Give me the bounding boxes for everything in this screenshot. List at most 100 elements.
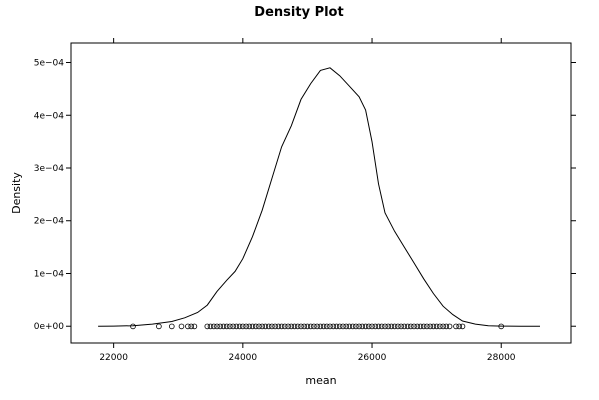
- rug-point: [407, 323, 414, 330]
- rug-point: [411, 323, 417, 330]
- rug-points: [130, 323, 505, 330]
- rug-point: [298, 323, 304, 330]
- rug-point: [314, 323, 320, 330]
- rug-point: [349, 323, 356, 330]
- rug-point: [236, 323, 243, 330]
- rug-point: [398, 323, 404, 330]
- rug-point: [382, 323, 388, 330]
- rug-point: [265, 323, 272, 330]
- rug-point: [311, 323, 317, 330]
- chart-title: Density Plot: [254, 5, 343, 20]
- rug-point: [353, 323, 359, 330]
- rug-point: [278, 323, 285, 330]
- rug-point: [420, 323, 427, 330]
- rug-point: [385, 323, 392, 330]
- rug-point: [307, 323, 314, 330]
- rug-point: [336, 323, 343, 330]
- rug-point: [285, 323, 291, 330]
- rug-point: [430, 323, 437, 330]
- rug-point: [191, 323, 198, 330]
- rug-point: [330, 323, 337, 330]
- rug-point: [214, 323, 220, 330]
- rug-point: [301, 323, 308, 330]
- rug-point: [327, 323, 333, 330]
- rug-point: [456, 323, 463, 330]
- y-tick-label: 5e−04: [34, 59, 65, 69]
- rug-point: [417, 323, 424, 330]
- rug-point: [375, 323, 382, 330]
- rug-point: [178, 323, 185, 330]
- rug-point: [249, 323, 256, 330]
- rug-point: [223, 323, 230, 330]
- rug-point: [169, 323, 175, 330]
- rug-point: [304, 323, 311, 330]
- rug-point: [433, 323, 440, 330]
- rug-point: [269, 323, 275, 330]
- rug-point: [217, 323, 224, 330]
- rug-point: [227, 323, 233, 330]
- rug-point: [333, 323, 340, 330]
- rug-point: [256, 323, 262, 330]
- rug-point: [211, 323, 217, 330]
- rug-point: [440, 323, 446, 330]
- density-line: [98, 67, 540, 327]
- rug-point: [427, 323, 434, 330]
- x-tick-label: 22000: [99, 353, 128, 363]
- y-tick-label: 2e−04: [34, 217, 65, 227]
- rug-point: [369, 323, 375, 330]
- rug-point: [320, 323, 327, 330]
- rug-point: [233, 323, 240, 330]
- rug-point: [185, 323, 191, 330]
- plot-frame: [70, 42, 572, 344]
- x-axis-label: mean: [305, 374, 336, 387]
- rug-point: [262, 323, 269, 330]
- rug-point: [343, 323, 350, 330]
- rug-point: [253, 323, 259, 330]
- rug-point: [207, 323, 214, 330]
- rug-point: [414, 323, 421, 330]
- rug-point: [130, 323, 136, 330]
- rug-point: [230, 323, 236, 330]
- rug-point: [272, 323, 278, 330]
- rug-point: [388, 323, 395, 330]
- rug-point: [498, 323, 505, 330]
- series-layer: [98, 67, 540, 327]
- x-tick-label: 24000: [229, 353, 258, 363]
- rug-point: [391, 323, 398, 330]
- rug-point: [288, 323, 295, 330]
- rug-point: [446, 323, 453, 330]
- rug-point: [372, 323, 379, 330]
- x-tick-label: 26000: [358, 353, 387, 363]
- rug-point: [317, 323, 324, 330]
- rug-point: [204, 323, 211, 330]
- rug-point: [378, 323, 385, 330]
- y-tick-label: 1e−04: [34, 269, 65, 279]
- rug-point: [437, 323, 443, 330]
- rug-point: [323, 323, 330, 330]
- rug-point: [259, 323, 266, 330]
- rug-point: [240, 323, 246, 330]
- rug-point: [346, 323, 353, 330]
- rug-point: [275, 323, 282, 330]
- rug-point: [459, 323, 466, 330]
- rug-point: [453, 323, 459, 330]
- rug-point: [365, 323, 372, 330]
- y-tick-label: 3e−04: [34, 164, 65, 174]
- rug-point: [291, 323, 298, 330]
- rug-point: [156, 323, 162, 330]
- rug-point: [395, 323, 401, 330]
- rug-point: [401, 323, 408, 330]
- rug-point: [443, 323, 450, 330]
- rug-point: [356, 323, 362, 330]
- rug-point: [404, 323, 411, 330]
- x-axis: 22000 24000 26000 28000: [99, 38, 516, 363]
- rug-point: [340, 323, 346, 330]
- y-axis-label: Density: [10, 172, 23, 214]
- rug-point: [359, 323, 366, 330]
- rug-point: [220, 323, 227, 330]
- rug-point: [281, 323, 288, 330]
- y-axis: 0e+00 1e−04 2e−04 3e−04 4e−04 5e−04: [34, 59, 576, 332]
- y-tick-label: 4e−04: [34, 111, 65, 121]
- x-tick-label: 28000: [487, 353, 516, 363]
